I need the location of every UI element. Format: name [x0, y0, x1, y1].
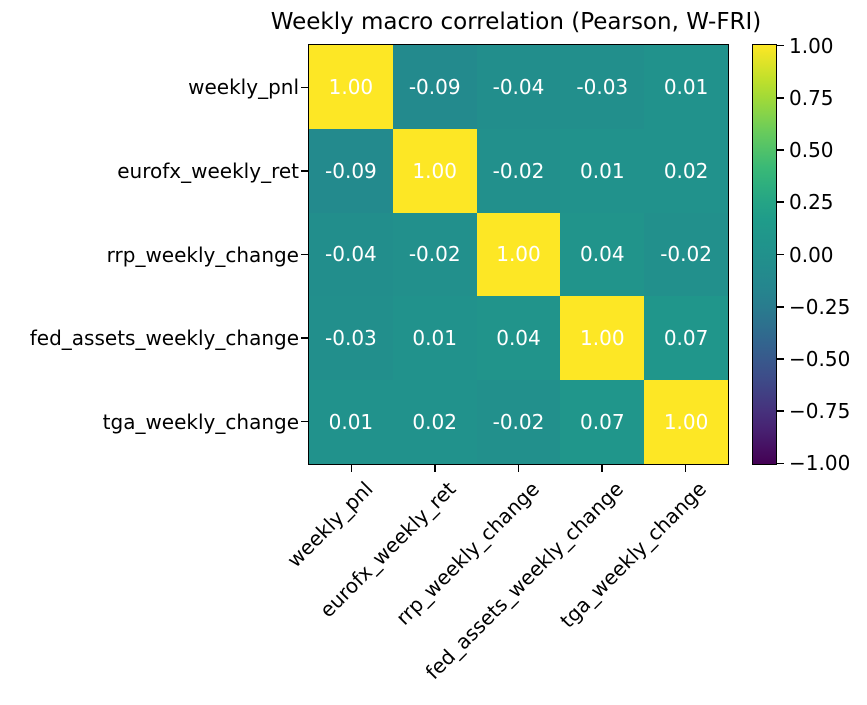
- heatmap-cell-weekly_pnl-tga_weekly_change: 0.01: [644, 45, 728, 129]
- colorbar-tick-mark: [777, 462, 784, 465]
- y-tick-mark: [301, 337, 308, 339]
- colorbar-tick-mark: [777, 410, 784, 412]
- heatmap-cell-weekly_pnl-weekly_pnl: 1.00: [309, 45, 393, 129]
- colorbar-tick-label: −0.50: [789, 346, 851, 371]
- x-tick-label-tga_weekly_change: tga_weekly_change: [555, 476, 712, 633]
- heatmap-cell-tga_weekly_change-weekly_pnl: 0.01: [309, 380, 393, 464]
- heatmap-cell-rrp_weekly_change-rrp_weekly_change: 1.00: [476, 212, 561, 297]
- heatmap-cell-tga_weekly_change-rrp_weekly_change: -0.02: [476, 380, 561, 464]
- y-tick-label-weekly_pnl: weekly_pnl: [188, 75, 299, 100]
- x-tick-mark: [350, 465, 353, 472]
- colorbar-tick-mark: [777, 201, 784, 204]
- heatmap-cell-weekly_pnl-eurofx_weekly_ret: -0.09: [392, 45, 477, 129]
- heatmap-cell-fed_assets_weekly_change-fed_assets_weekly_change: 1.00: [560, 296, 645, 381]
- colorbar-tick-label: 0.00: [789, 242, 834, 267]
- heatmap-cell-fed_assets_weekly_change-weekly_pnl: -0.03: [309, 296, 393, 381]
- colorbar-tick-label: 0.75: [789, 85, 834, 110]
- heatmap-cell-weekly_pnl-rrp_weekly_change: -0.04: [476, 45, 561, 129]
- colorbar-tick-label: 1.00: [789, 33, 834, 58]
- y-tick-label-fed_assets_weekly_change: fed_assets_weekly_change: [29, 326, 299, 351]
- heatmap-cell-rrp_weekly_change-weekly_pnl: -0.04: [309, 212, 393, 297]
- heatmap-cell-eurofx_weekly_ret-rrp_weekly_change: -0.02: [476, 128, 561, 213]
- colorbar: [752, 44, 777, 465]
- x-tick-label-rrp_weekly_change: rrp_weekly_change: [391, 476, 545, 630]
- heatmap-cell-eurofx_weekly_ret-eurofx_weekly_ret: 1.00: [392, 128, 477, 213]
- colorbar-tick-mark: [777, 305, 784, 308]
- colorbar-tick-mark: [777, 149, 784, 151]
- heatmap-cell-tga_weekly_change-tga_weekly_change: 1.00: [644, 380, 728, 464]
- colorbar-tick-mark: [777, 97, 784, 99]
- heatmap-cell-tga_weekly_change-eurofx_weekly_ret: 0.02: [392, 380, 477, 464]
- y-tick-label-rrp_weekly_change: rrp_weekly_change: [106, 242, 299, 267]
- heatmap-cell-rrp_weekly_change-tga_weekly_change: -0.02: [644, 212, 728, 297]
- y-tick-mark: [301, 253, 308, 256]
- heatmap-cell-tga_weekly_change-fed_assets_weekly_change: 0.07: [560, 380, 645, 464]
- x-tick-mark: [434, 465, 436, 472]
- heatmap-cell-rrp_weekly_change-fed_assets_weekly_change: 0.04: [560, 212, 645, 297]
- y-tick-mark: [301, 170, 308, 172]
- y-tick-label-eurofx_weekly_ret: eurofx_weekly_ret: [117, 158, 299, 183]
- y-tick-mark: [301, 420, 308, 423]
- x-tick-mark: [601, 465, 603, 472]
- heatmap-cell-rrp_weekly_change-eurofx_weekly_ret: -0.02: [392, 212, 477, 297]
- colorbar-tick-mark: [777, 358, 784, 360]
- colorbar-tick-label: 0.50: [789, 138, 834, 163]
- y-tick-mark: [301, 86, 308, 89]
- colorbar-tick-label: −0.75: [789, 399, 851, 424]
- colorbar-tick-mark: [777, 44, 784, 47]
- heatmap-cell-fed_assets_weekly_change-eurofx_weekly_ret: 0.01: [392, 296, 477, 381]
- x-tick-mark: [684, 465, 687, 472]
- heatmap-cell-fed_assets_weekly_change-rrp_weekly_change: 0.04: [476, 296, 561, 381]
- heatmap-cell-weekly_pnl-fed_assets_weekly_change: -0.03: [560, 45, 645, 129]
- heatmap-cell-eurofx_weekly_ret-fed_assets_weekly_change: 0.01: [560, 128, 645, 213]
- heatmap-grid: 1.00 -0.09 -0.04 -0.03 0.01 -0.09 1.00 -0.02 0.0…: [308, 44, 729, 465]
- chart-title: Weekly macro correlation (Pearson, W-FRI…: [270, 9, 762, 35]
- colorbar-tick-label: −1.00: [789, 451, 851, 476]
- colorbar-tick-label: −0.25: [789, 294, 851, 319]
- heatmap-cell-eurofx_weekly_ret-tga_weekly_change: 0.02: [644, 128, 728, 213]
- heatmap-cell-eurofx_weekly_ret-weekly_pnl: -0.09: [309, 128, 393, 213]
- heatmap-cell-fed_assets_weekly_change-tga_weekly_change: 0.07: [644, 296, 728, 381]
- x-tick-mark: [517, 465, 520, 472]
- colorbar-tick-label: 0.25: [789, 190, 834, 215]
- y-tick-label-tga_weekly_change: tga_weekly_change: [102, 409, 299, 434]
- colorbar-tick-mark: [777, 253, 784, 256]
